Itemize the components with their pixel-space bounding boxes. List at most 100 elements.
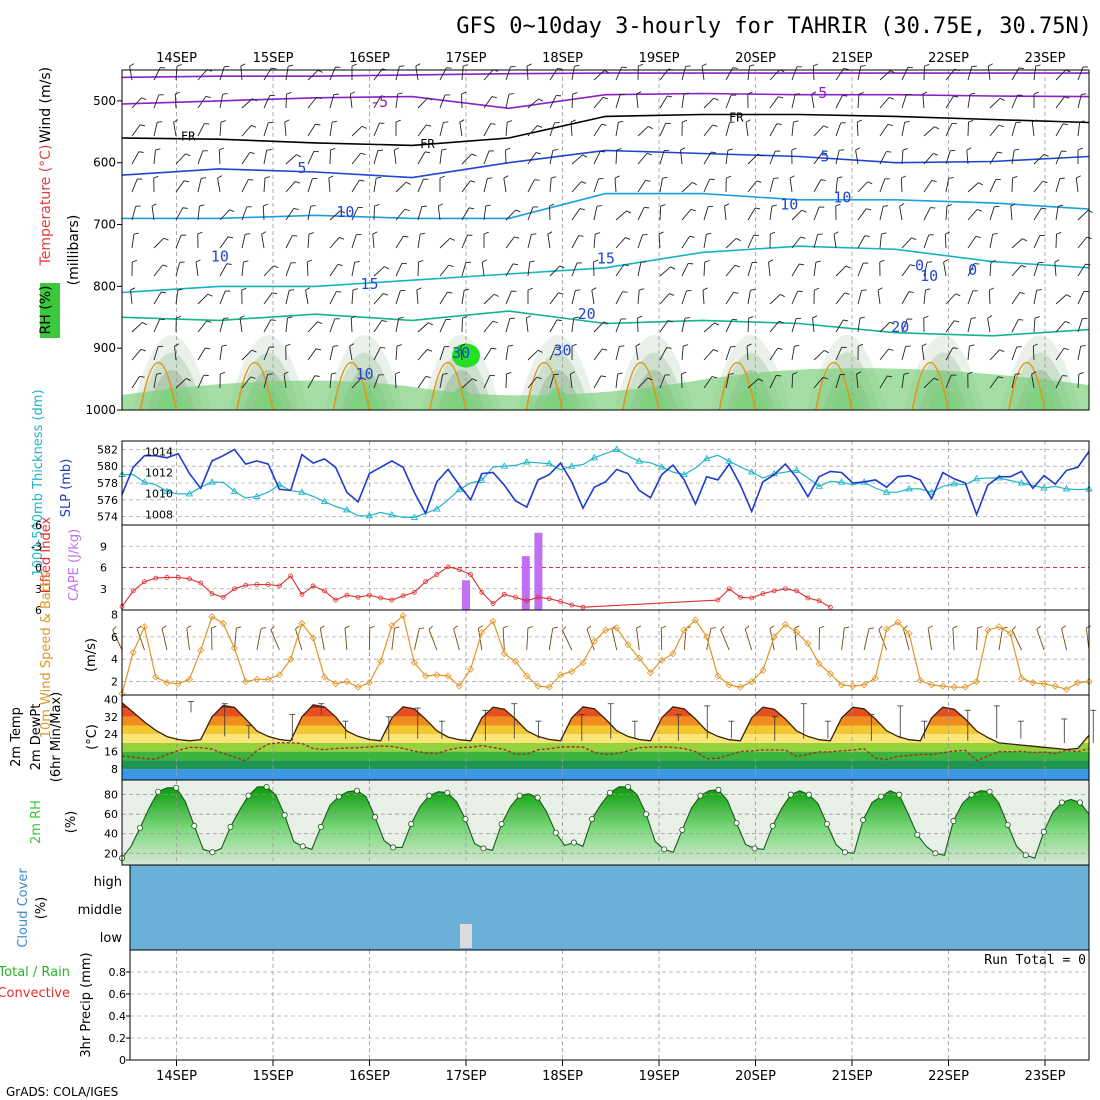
contour-label: FR [181, 129, 196, 143]
wind-barb [1033, 290, 1038, 305]
wind-speed-point [815, 660, 823, 668]
wind-barb [615, 122, 619, 137]
wind-barb [461, 153, 473, 165]
wind-barb-flag [905, 345, 911, 347]
rh-point [661, 846, 668, 853]
wind-barb [547, 234, 551, 249]
wind-barb [439, 319, 447, 333]
bottom-date-axis: 14SEP 15SEP 16SEP 17SEP 18SEP 19SEP 20SEP 21SEP… [156, 1060, 1066, 1084]
lifted-index-point [288, 573, 294, 579]
wind-barb-flag [156, 372, 162, 375]
wind-barb [1033, 180, 1044, 193]
wind-barb [637, 234, 643, 249]
wind-speed-point [174, 680, 182, 688]
wind-barb [483, 347, 492, 361]
thickness-point [478, 476, 486, 483]
wind-barb-flag [778, 96, 784, 99]
wind-barb-flag [536, 376, 542, 380]
wind-barb-flag [800, 236, 806, 239]
wind-barb [351, 207, 359, 221]
slp-tick-label: 1010 [145, 488, 173, 501]
wind-barb [615, 94, 621, 109]
wind-barb [615, 210, 627, 221]
slp-tick-label: 1014 [145, 446, 173, 459]
wind-barb [527, 349, 539, 361]
wind-barb [725, 94, 732, 109]
y-tick-label: 800 [93, 279, 116, 293]
wind-barb-flag [331, 372, 337, 375]
wind-barb [307, 206, 312, 221]
wind-barb [1036, 629, 1045, 651]
wind-barb-flag [682, 119, 688, 123]
warm-contour [911, 361, 950, 411]
wind-barb-flag [602, 348, 608, 351]
wind-barb-flag [293, 207, 299, 210]
wind-barb-flag [801, 209, 807, 213]
date-label: 20SEP [735, 1069, 776, 1084]
thickness-point [905, 485, 913, 492]
wind-barb-flag [855, 147, 861, 151]
wind-barb-flag [236, 626, 242, 629]
li-tick-label: 0 [35, 562, 42, 575]
temp-tick-label: 8 [111, 763, 118, 776]
wind-barb-flag [690, 208, 696, 212]
wind-barb [1033, 318, 1036, 333]
thickness-point [1017, 479, 1026, 486]
wind-barb-flag [337, 263, 343, 266]
wind-barb-flag [439, 175, 445, 179]
wind-barb-flag [161, 625, 167, 629]
wind-barb [395, 208, 406, 221]
wind-speed-point [1062, 685, 1071, 693]
lifted-index-point [321, 588, 327, 594]
wind-barb [1055, 321, 1066, 333]
lifted-index-point [209, 591, 215, 597]
wind-barb [241, 152, 251, 165]
wind-barb-flag [704, 260, 710, 263]
wind-barb [219, 290, 226, 305]
wind-speed-point [1017, 674, 1026, 682]
wind-speed-point [556, 671, 565, 679]
wind-barb [945, 347, 954, 361]
wind-barb [483, 96, 493, 109]
wind-barb-flag [685, 65, 691, 67]
wind-barb-flag [442, 372, 448, 375]
wind-barb [863, 628, 870, 651]
wind-barb [791, 66, 798, 81]
wind-barb [1055, 348, 1065, 361]
wind-barb [461, 66, 464, 81]
rh-point [426, 792, 433, 799]
rh-point [932, 850, 939, 857]
lifted-index-point [794, 588, 800, 594]
wind-barb [899, 206, 903, 221]
footer-credit: GrADS: COLA/IGES [6, 1085, 118, 1099]
lifted-index-point [546, 596, 552, 602]
rh-max-patch [452, 343, 480, 368]
wind-barb [417, 206, 423, 221]
wind-barb [900, 177, 903, 193]
wind-speed-point [871, 674, 879, 682]
wind-barb-flag [186, 625, 192, 629]
wind-barb-flag [1056, 231, 1062, 235]
wind-barb [175, 262, 181, 277]
contour-label: 20 [578, 305, 596, 323]
rh-point [552, 829, 559, 836]
contour-label: 10 [833, 188, 851, 206]
wind-barb-flag [223, 317, 229, 319]
wind-barb-flag [714, 322, 720, 326]
wind-barb-flag [287, 316, 293, 319]
wind-barb [927, 628, 933, 651]
wind-barb-flag [508, 344, 514, 347]
cloud-layer-label: low [100, 931, 123, 946]
wind-barb-flag [182, 207, 188, 209]
rh-point [588, 816, 595, 823]
wind-barb-flag [889, 321, 895, 325]
wind-barb [549, 346, 556, 361]
wind-barb-flag [999, 349, 1005, 353]
wind-barb [505, 122, 508, 137]
wind-barb [395, 66, 400, 81]
wind-barb [548, 628, 554, 651]
warm-contour [525, 361, 564, 411]
wind-barb-flag [160, 67, 166, 69]
wind-barb-flag [558, 292, 564, 295]
wind-barb-flag [635, 343, 641, 347]
